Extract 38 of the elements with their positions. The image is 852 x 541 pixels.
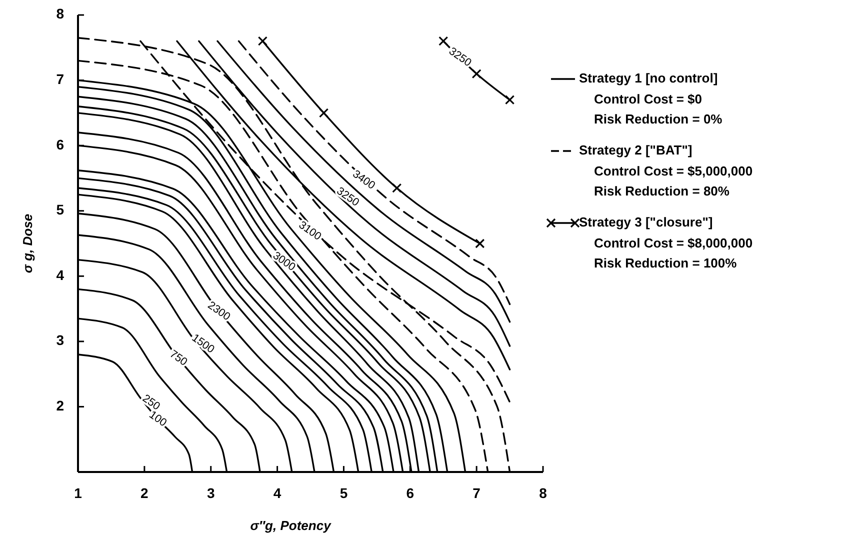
x-tick-label: 4 bbox=[273, 485, 282, 501]
point bbox=[504, 95, 515, 105]
x-tick-label: 7 bbox=[472, 485, 481, 501]
annotation: 3250 bbox=[446, 45, 474, 70]
x-axis-title: σ″g, Potency bbox=[250, 518, 332, 533]
y-tick-label: 4 bbox=[56, 266, 64, 283]
point bbox=[318, 108, 329, 118]
point bbox=[258, 36, 268, 46]
x-tick-label: 1 bbox=[74, 485, 82, 501]
y-tick-label: 2 bbox=[56, 397, 64, 414]
text: Risk Reduction = 80% bbox=[594, 183, 730, 198]
point bbox=[472, 68, 482, 79]
y-tick-label: 3 bbox=[56, 332, 64, 348]
y-tick-label: 8 bbox=[56, 6, 64, 22]
x-tick-label: 8 bbox=[539, 485, 548, 501]
y-axis-title: σ g, Dose bbox=[20, 214, 35, 274]
text: Control Cost = $5,000,000 bbox=[594, 163, 753, 178]
legend-label: Strategy 1 [no control] bbox=[579, 70, 718, 86]
x-tick-label: 5 bbox=[340, 485, 348, 501]
point bbox=[392, 183, 402, 193]
y-tick-label: 5 bbox=[56, 202, 64, 218]
annotation: 250 bbox=[140, 392, 162, 413]
point bbox=[438, 36, 448, 46]
text: Control Cost = $0 bbox=[594, 91, 702, 106]
point bbox=[475, 238, 485, 248]
annotation: 3250 bbox=[334, 185, 362, 210]
annotation: 3000 bbox=[270, 250, 298, 274]
legend-label: Strategy 2 ["BAT"] bbox=[579, 142, 692, 158]
text: Control Cost = $8,000,000 bbox=[594, 235, 753, 250]
y-tick-label: 6 bbox=[56, 136, 64, 152]
x-tick-label: 6 bbox=[406, 485, 414, 501]
text: Risk Reduction = 0% bbox=[594, 111, 723, 126]
x-tick-label: 2 bbox=[140, 485, 149, 501]
text: Risk Reduction = 100% bbox=[594, 255, 738, 270]
x-tick-label: 3 bbox=[206, 485, 215, 501]
y-tick-label: 7 bbox=[56, 70, 64, 87]
annotation: 1500 bbox=[189, 332, 216, 356]
legend-label: Strategy 3 ["closure"] bbox=[579, 214, 713, 230]
